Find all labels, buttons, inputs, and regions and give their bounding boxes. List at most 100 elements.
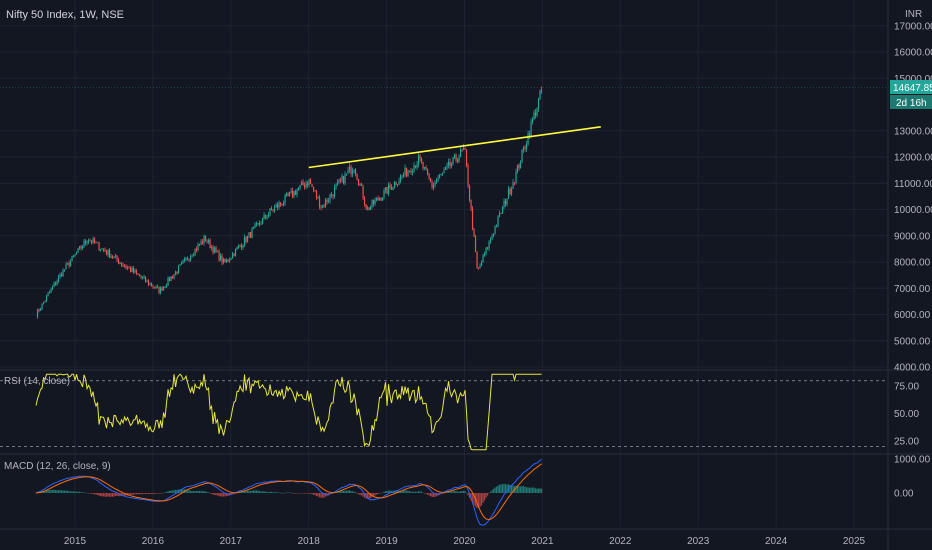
candle <box>140 276 142 278</box>
candle <box>83 240 85 247</box>
price-tick-label: 4000.00 <box>894 363 931 374</box>
macd-histogram-bar <box>50 489 52 493</box>
macd-histogram-bar <box>188 490 190 493</box>
macd-histogram-bar <box>480 493 483 506</box>
macd-histogram-bar <box>146 493 148 494</box>
candle <box>228 259 231 261</box>
candle <box>383 190 385 198</box>
candle <box>380 198 382 201</box>
candle <box>473 229 475 237</box>
axes: 17000.00 16000.00 15000.00 13000.00 12000.00… <box>64 21 932 547</box>
macd-histogram-bar <box>267 491 270 493</box>
candle <box>327 200 330 202</box>
candle <box>326 199 328 202</box>
countdown-badge-bg <box>890 95 932 109</box>
macd-tick-label: 0.00 <box>894 489 914 500</box>
macd-histogram-bar <box>425 493 427 494</box>
candle <box>227 259 229 261</box>
candle <box>294 191 297 195</box>
candle <box>113 256 115 258</box>
macd-histogram-bar <box>347 490 349 493</box>
candle <box>387 184 390 194</box>
macd-histogram-bar <box>210 493 213 494</box>
macd-histogram-bar <box>116 493 118 497</box>
macd-histogram-bar <box>527 487 529 493</box>
date-tick-label: 2025 <box>843 536 866 547</box>
macd-histogram-bar <box>180 489 183 493</box>
macd-histogram-bar <box>534 488 537 493</box>
macd-histogram-bar <box>90 493 93 494</box>
candle <box>345 173 348 175</box>
candle <box>75 252 78 255</box>
macd-histogram-bar <box>512 485 514 493</box>
candle <box>527 133 529 145</box>
macd-histogram-bar <box>411 491 414 493</box>
macd-histogram-bar <box>72 491 75 493</box>
candle <box>453 155 456 158</box>
candle <box>104 249 106 252</box>
macd-histogram-bar <box>80 492 82 493</box>
macd-histogram-bar <box>395 490 397 493</box>
macd-histogram-bar <box>390 490 393 493</box>
candle <box>491 236 493 240</box>
chart-title: Nifty 50 Index, 1W, NSE <box>6 9 124 21</box>
candle <box>165 285 168 287</box>
candle <box>239 245 241 247</box>
macd-histogram-bar <box>405 490 408 493</box>
candle <box>476 251 478 268</box>
trendline[interactable] <box>308 126 601 169</box>
candle <box>312 186 315 191</box>
macd-histogram-bar <box>189 490 192 493</box>
macd-histogram-bar <box>357 493 360 495</box>
candle <box>374 200 376 205</box>
macd-histogram-bar <box>243 491 246 493</box>
candle <box>303 185 306 188</box>
candle <box>288 192 291 197</box>
price-badge-bg <box>890 80 932 94</box>
macd-histogram-bar <box>257 490 259 493</box>
candle <box>314 190 316 192</box>
macd-histogram-bar <box>342 490 345 493</box>
candle <box>107 250 109 255</box>
candle <box>293 191 295 197</box>
macd-histogram-bar <box>66 490 69 493</box>
macd-histogram-bar <box>69 491 72 493</box>
macd-histogram-bar <box>71 491 73 493</box>
candle <box>161 287 163 291</box>
macd-histogram-bar <box>422 492 424 494</box>
candle <box>413 165 415 172</box>
macd-histogram-bar <box>134 493 136 495</box>
macd-histogram-bar <box>309 493 312 494</box>
macd-histogram-bar <box>345 490 348 493</box>
macd-histogram-bar <box>449 491 451 493</box>
macd-histogram-bar <box>195 491 198 493</box>
candle <box>78 246 81 249</box>
price-tick-label: 12000.00 <box>894 153 932 164</box>
candle <box>164 286 166 288</box>
candle <box>351 170 354 174</box>
candle <box>147 280 150 285</box>
candle <box>237 245 240 248</box>
macd-histogram-bar <box>294 493 297 494</box>
date-tick-label: 2019 <box>375 536 398 547</box>
candle <box>221 255 223 263</box>
candle <box>174 271 177 275</box>
candle <box>323 205 325 207</box>
candle <box>72 255 75 257</box>
macd-panel <box>35 459 543 526</box>
macd-histogram-bar <box>369 493 372 499</box>
macd-histogram-bar <box>462 490 465 493</box>
candle <box>281 204 283 206</box>
candle <box>459 149 462 158</box>
candle <box>339 180 342 182</box>
macd-histogram-bar <box>78 491 81 493</box>
macd-histogram-bar <box>341 490 343 493</box>
candle <box>494 226 496 234</box>
candle <box>392 187 394 190</box>
macd-histogram-bar <box>198 490 201 493</box>
macd-histogram-bar <box>528 487 531 493</box>
candle <box>512 182 514 189</box>
macd-histogram-bar <box>35 493 37 494</box>
macd-histogram-bar <box>200 490 202 493</box>
